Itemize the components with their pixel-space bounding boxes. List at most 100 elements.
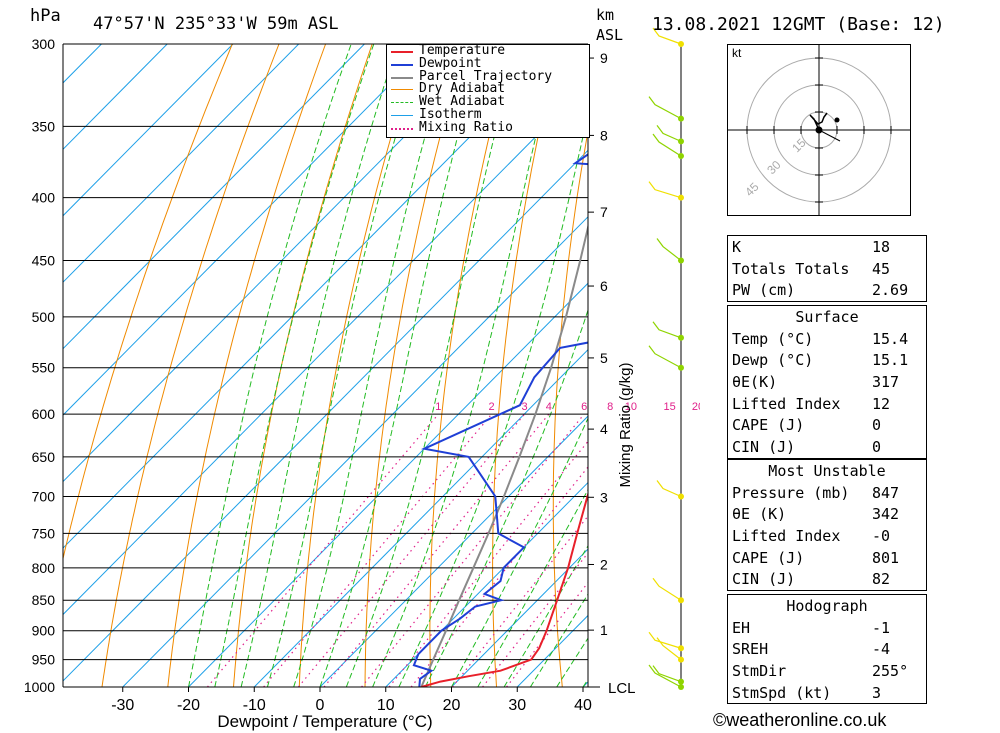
isotherm-line	[63, 44, 234, 217]
mixing-ratio-line	[323, 413, 550, 687]
hodograph-trace	[809, 112, 828, 131]
index-row: StmDir 255°	[732, 661, 909, 680]
pressure-tick-label: 450	[32, 253, 56, 269]
pressure-tick-label: 650	[32, 449, 56, 465]
dry-adiabat-line	[492, 44, 560, 687]
hodograph-panel: kt 15 30 45	[727, 44, 911, 216]
hodograph-indices-table: Hodograph EH -1 SREH -4 StmDir 255° StmSpd …	[727, 594, 927, 705]
isotherm-line	[63, 83, 588, 616]
height-tick-label: 2	[600, 556, 608, 572]
isotherm-line	[451, 548, 588, 687]
wind-barb	[656, 637, 682, 661]
lcl-label: LCL	[608, 680, 636, 697]
wind-barb	[648, 96, 682, 120]
hodograph-ring-label-15: 15	[789, 136, 809, 156]
index-row: StmSpd (kt) 3	[732, 683, 882, 702]
wind-barb	[652, 577, 682, 601]
height-tick-label: 1	[600, 622, 608, 638]
dry-adiabat-line	[364, 44, 466, 687]
mixing-ratio-line	[482, 551, 588, 687]
height-tick-label: 5	[600, 350, 608, 366]
most-unstable-table: Most Unstable Pressure (mb) 847 θE (K) 342…	[727, 459, 927, 592]
dry-adiabat-line	[167, 44, 327, 687]
pressure-tick-label: 600	[32, 406, 56, 422]
hodograph-ticks	[746, 57, 892, 203]
pressure-tick-label: 500	[32, 309, 56, 325]
height-tick-label: 8	[600, 127, 608, 143]
sounding-profiles	[412, 153, 588, 687]
pressure-tick-label: 750	[32, 525, 56, 541]
index-row: CAPE (J) 801	[732, 548, 900, 567]
mixing-ratio-label: 4	[546, 401, 552, 413]
hodograph-unit: kt	[732, 46, 742, 60]
hodograph-plot: kt 15 30 45	[728, 45, 910, 215]
x-tick-label: -30	[111, 697, 134, 714]
height-tick-label: 3	[600, 489, 608, 505]
wet-adiabat-line	[451, 417, 588, 687]
wind-barb	[656, 125, 682, 142]
height-asl-label: ASL	[596, 26, 624, 44]
mixing-ratio-line	[297, 413, 525, 687]
legend-item-isotherm: Isotherm	[387, 108, 589, 122]
index-row: CIN (J) 82	[732, 570, 891, 589]
mixing-ratio-labels: 12346810152025	[435, 401, 700, 413]
mixing-ratio-label: 15	[664, 401, 676, 413]
isotherm-line	[63, 44, 300, 283]
mixing-ratio-label: 3	[521, 401, 527, 413]
chart-legend: Temperature Dewpoint Parcel Trajectory D…	[386, 44, 590, 138]
wind-barb	[648, 345, 682, 369]
pressure-tick-label: 400	[32, 190, 56, 206]
basic-indices-table: K 18 Totals Totals 45 PW (cm) 2.69	[727, 235, 927, 303]
x-tick-label: -20	[177, 697, 200, 714]
isotherm-line	[385, 481, 588, 687]
index-row: Temp (°C) 15.4	[732, 329, 909, 348]
pressure-tick-label: 1000	[24, 679, 55, 695]
index-row: CAPE (J) 0	[732, 416, 882, 435]
index-row: θE (K) 342	[732, 505, 900, 524]
index-row: θE(K) 317	[732, 372, 900, 391]
mixing-ratio-label: 20	[692, 401, 700, 413]
hodograph-ring-label-30: 30	[764, 158, 784, 178]
index-row: Dewp (°C) 15.1	[732, 351, 909, 370]
parcel-trajectory-line	[420, 223, 588, 687]
x-tick-label: 30	[508, 697, 526, 714]
mixing-ratio-label: 2	[489, 401, 495, 413]
most-unstable-title: Most Unstable	[768, 461, 886, 480]
pressure-tick-label: 550	[32, 360, 56, 376]
mixing-ratio-line	[506, 581, 588, 687]
wet-adiabat-line	[398, 112, 588, 687]
pressure-tick-label: 800	[32, 560, 56, 576]
index-row: Lifted Index -0	[732, 526, 891, 545]
wind-barbs	[648, 27, 684, 690]
x-tick-label: 10	[377, 697, 395, 714]
x-tick-label: -10	[243, 697, 266, 714]
isotherm-line	[649, 44, 700, 687]
pressure-tick-label: 900	[32, 623, 56, 639]
height-tick-label: 9	[600, 50, 608, 66]
x-tick-label: 20	[443, 697, 461, 714]
height-tick-label: 6	[600, 278, 608, 294]
wet-adiabat-line	[293, 44, 453, 687]
mixing-ratio-label: 6	[581, 401, 587, 413]
isotherm-line	[122, 216, 588, 687]
footer-credit: ©weatheronline.co.uk	[713, 710, 887, 730]
dry-adiabat-line	[298, 44, 420, 687]
wind-barb	[652, 27, 682, 45]
mixing-ratio-label: 8	[607, 401, 613, 413]
index-row: CIN (J) 0	[732, 437, 882, 456]
x-axis-label: Dewpoint / Temperature (°C)	[217, 712, 432, 731]
skewt-chart: 3003504004505005506006507007508008509009…	[24, 27, 700, 731]
index-row: SREH -4	[732, 640, 891, 659]
pressure-tick-label: 700	[32, 489, 56, 505]
surface-title: Surface	[795, 307, 859, 326]
wind-barb	[652, 321, 682, 339]
surface-indices-table: Surface Temp (°C) 15.4 Dewp (°C) 15.1 θE(K…	[727, 305, 927, 459]
wet-adiabat-line	[345, 44, 519, 687]
temperature-line	[421, 491, 588, 687]
isotherm-line	[63, 149, 588, 682]
index-row: EH -1	[732, 618, 891, 637]
dry-adiabat-lines	[63, 44, 588, 687]
datetime-title: 13.08.2021 12GMT (Base: 12)	[652, 14, 945, 35]
x-tick-label: 0	[316, 697, 325, 714]
isotherm-lines	[63, 44, 700, 687]
